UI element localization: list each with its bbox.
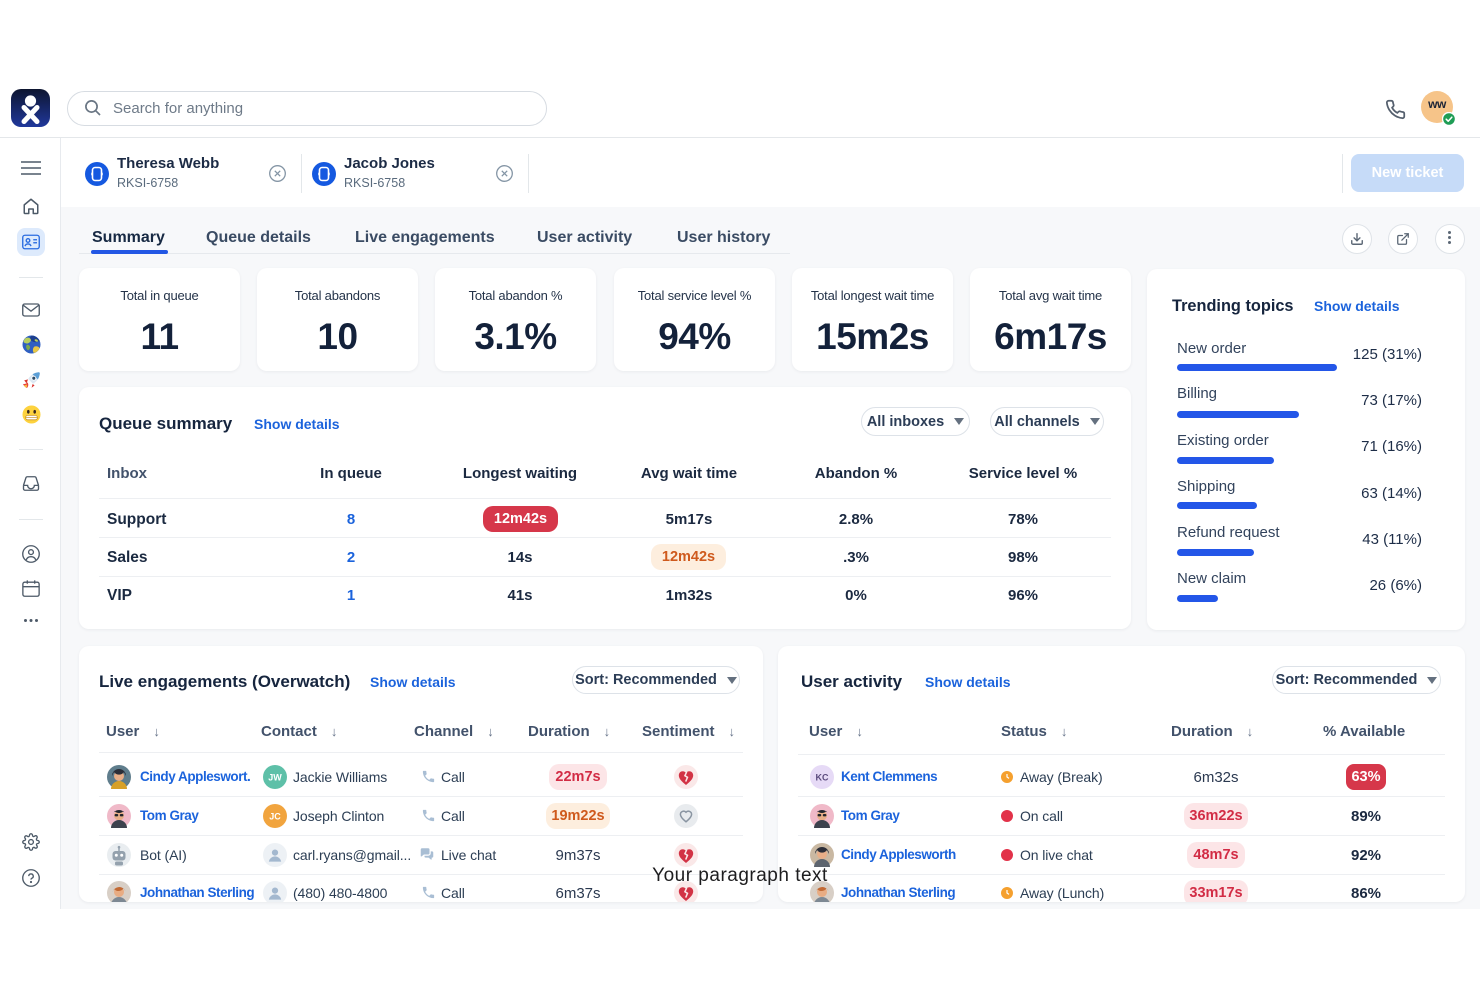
svg-text:JW: JW [268, 773, 282, 783]
svg-text:KC: KC [816, 773, 829, 783]
svg-text:JC: JC [269, 812, 281, 822]
